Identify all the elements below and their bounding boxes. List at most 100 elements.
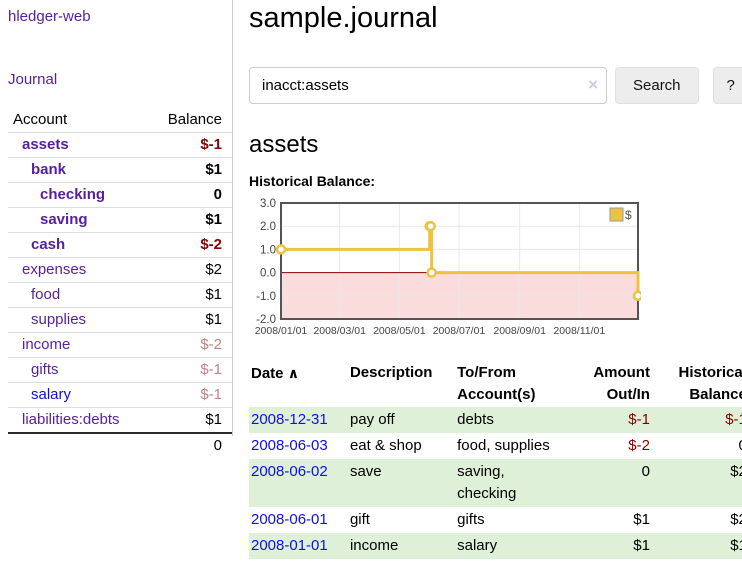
date-cell: 2008-06-03 xyxy=(249,433,348,459)
account-row: food $1 xyxy=(8,282,232,308)
balance-cell: $2 xyxy=(730,511,742,528)
account-balance: $2 xyxy=(205,261,222,278)
account-balance: $-1 xyxy=(200,386,222,403)
sidebar-account-link[interactable]: expenses xyxy=(22,261,87,278)
register-header-row: Date ∧ Description To/From Account(s) Am… xyxy=(249,361,742,407)
account-balance: $1 xyxy=(205,411,222,428)
help-button[interactable]: ? xyxy=(712,67,742,104)
account-balance: 0 xyxy=(213,186,222,203)
accounts-cell: food, supplies xyxy=(457,437,550,454)
account-balance: $-2 xyxy=(200,236,222,253)
amount-cell: $-2 xyxy=(628,437,650,454)
amount-cell: $1 xyxy=(633,537,650,554)
accounts-total-balance: 0 xyxy=(213,437,222,454)
account-name-cell: assets xyxy=(8,133,146,158)
table-row: 2008-01-01 income salary $1 $1 xyxy=(249,533,742,559)
amount-cell: $-1 xyxy=(628,411,650,428)
sidebar-account-link[interactable]: cash xyxy=(31,236,66,253)
account-balance: $1 xyxy=(205,286,222,303)
description-cell: save xyxy=(349,463,382,480)
account-name-cell: liabilities:debts xyxy=(8,408,146,434)
legend-swatch xyxy=(609,207,624,222)
balance-cell: $1 xyxy=(730,537,742,554)
sidebar-account-link[interactable]: salary xyxy=(31,386,72,403)
x-tick-label: 2008/05/01 xyxy=(373,325,426,337)
table-row: 2008-06-01 gift gifts $1 $2 xyxy=(249,507,742,533)
clear-search-icon[interactable]: × xyxy=(588,75,598,94)
account-row: bank $1 xyxy=(8,157,232,183)
balance-cell: 0 xyxy=(652,433,742,459)
register-table: Date ∧ Description To/From Account(s) Am… xyxy=(249,361,742,559)
account-balance: $-2 xyxy=(200,336,222,353)
amount-cell: 0 xyxy=(641,463,650,480)
table-row: 2008-06-03 eat & shop food, supplies $-20 xyxy=(249,433,742,459)
account-balance: $-1 xyxy=(200,361,222,378)
data-point xyxy=(426,267,437,278)
col-accounts[interactable]: To/From Account(s) xyxy=(457,364,536,403)
chart-label: Historical Balance: xyxy=(249,173,376,189)
account-row: gifts $-1 xyxy=(8,357,232,383)
data-point xyxy=(275,244,287,255)
account-name-cell: gifts xyxy=(8,358,146,383)
col-balance[interactable]: Historical Balance xyxy=(678,364,742,403)
sidebar-account-link[interactable]: supplies xyxy=(31,311,87,328)
y-tick-label: -1.0 xyxy=(256,291,276,303)
accounts-header-row: Account Balance xyxy=(8,108,232,133)
accounts-cell: debts xyxy=(457,411,494,428)
date-cell: 2008-06-02 xyxy=(249,459,348,507)
account-name-cell: cash xyxy=(8,233,146,258)
account-heading: assets xyxy=(249,131,319,158)
table-row: 2008-06-02 save saving, checking 0 $2 xyxy=(249,459,742,507)
transaction-date-link[interactable]: 2008-06-03 xyxy=(251,437,328,454)
account-name-cell: bank xyxy=(8,158,146,183)
sidebar-account-link[interactable]: liabilities:debts xyxy=(22,411,120,428)
account-row: income $-2 xyxy=(8,332,232,358)
description-cell: eat & shop xyxy=(349,437,422,454)
account-name-cell: expenses xyxy=(8,258,146,283)
table-row: 2008-12-31 pay off debts $-1 $-1 xyxy=(249,407,742,433)
x-tick-label: 2008/09/01 xyxy=(493,325,546,337)
account-row: assets $-1 xyxy=(8,133,232,158)
page-title: sample.journal xyxy=(249,2,438,34)
sidebar-account-link[interactable]: assets xyxy=(22,136,69,153)
accounts-cell: saving, checking xyxy=(457,463,517,502)
sidebar-account-link[interactable]: food xyxy=(31,286,61,303)
transaction-date-link[interactable]: 2008-06-02 xyxy=(251,463,328,480)
x-tick-label: 2008/07/01 xyxy=(433,325,486,337)
account-name-cell: salary xyxy=(8,383,146,408)
col-date[interactable]: Date ∧ xyxy=(249,361,348,407)
account-name-cell: checking xyxy=(8,183,146,208)
app-layout: hledger-web Journal Account Balance asse… xyxy=(0,0,742,559)
col-amount[interactable]: Amount Out/In xyxy=(593,364,650,403)
app-title-link[interactable]: hledger-web xyxy=(8,8,91,25)
sidebar-account-link[interactable]: bank xyxy=(31,161,67,178)
account-row: expenses $2 xyxy=(8,257,232,283)
amount-cell: $1 xyxy=(633,511,650,528)
account-balance: $1 xyxy=(205,311,222,328)
accounts-header-balance: Balance xyxy=(167,111,222,128)
sidebar-account-link[interactable]: checking xyxy=(40,186,106,203)
accounts-cell: salary xyxy=(457,537,498,554)
sidebar-account-link[interactable]: income xyxy=(22,336,71,353)
col-description[interactable]: Description xyxy=(349,364,433,381)
transaction-date-link[interactable]: 2008-06-01 xyxy=(251,511,328,528)
sidebar: hledger-web Journal Account Balance asse… xyxy=(0,0,233,454)
x-tick-label: 2008/11/01 xyxy=(553,325,605,337)
transaction-date-link[interactable]: 2008-01-01 xyxy=(251,537,328,554)
account-row: checking 0 xyxy=(8,182,232,208)
data-point xyxy=(425,220,436,232)
description-cell: income xyxy=(349,537,399,554)
transaction-date-link[interactable]: 2008-12-31 xyxy=(251,411,328,428)
sidebar-account-link[interactable]: gifts xyxy=(31,361,59,378)
account-balance: $-1 xyxy=(200,136,222,153)
sidebar-account-link[interactable]: saving xyxy=(40,211,88,228)
account-name-cell: food xyxy=(8,283,146,308)
y-tick-label: 2.0 xyxy=(260,221,276,233)
account-row: liabilities:debts $1 xyxy=(8,407,232,434)
y-tick-label: 3.0 xyxy=(260,198,276,210)
search-button[interactable]: Search xyxy=(615,67,699,104)
search-input[interactable] xyxy=(249,67,607,104)
sidebar-item-journal[interactable]: Journal xyxy=(8,71,58,88)
account-name-cell: supplies xyxy=(8,308,146,333)
